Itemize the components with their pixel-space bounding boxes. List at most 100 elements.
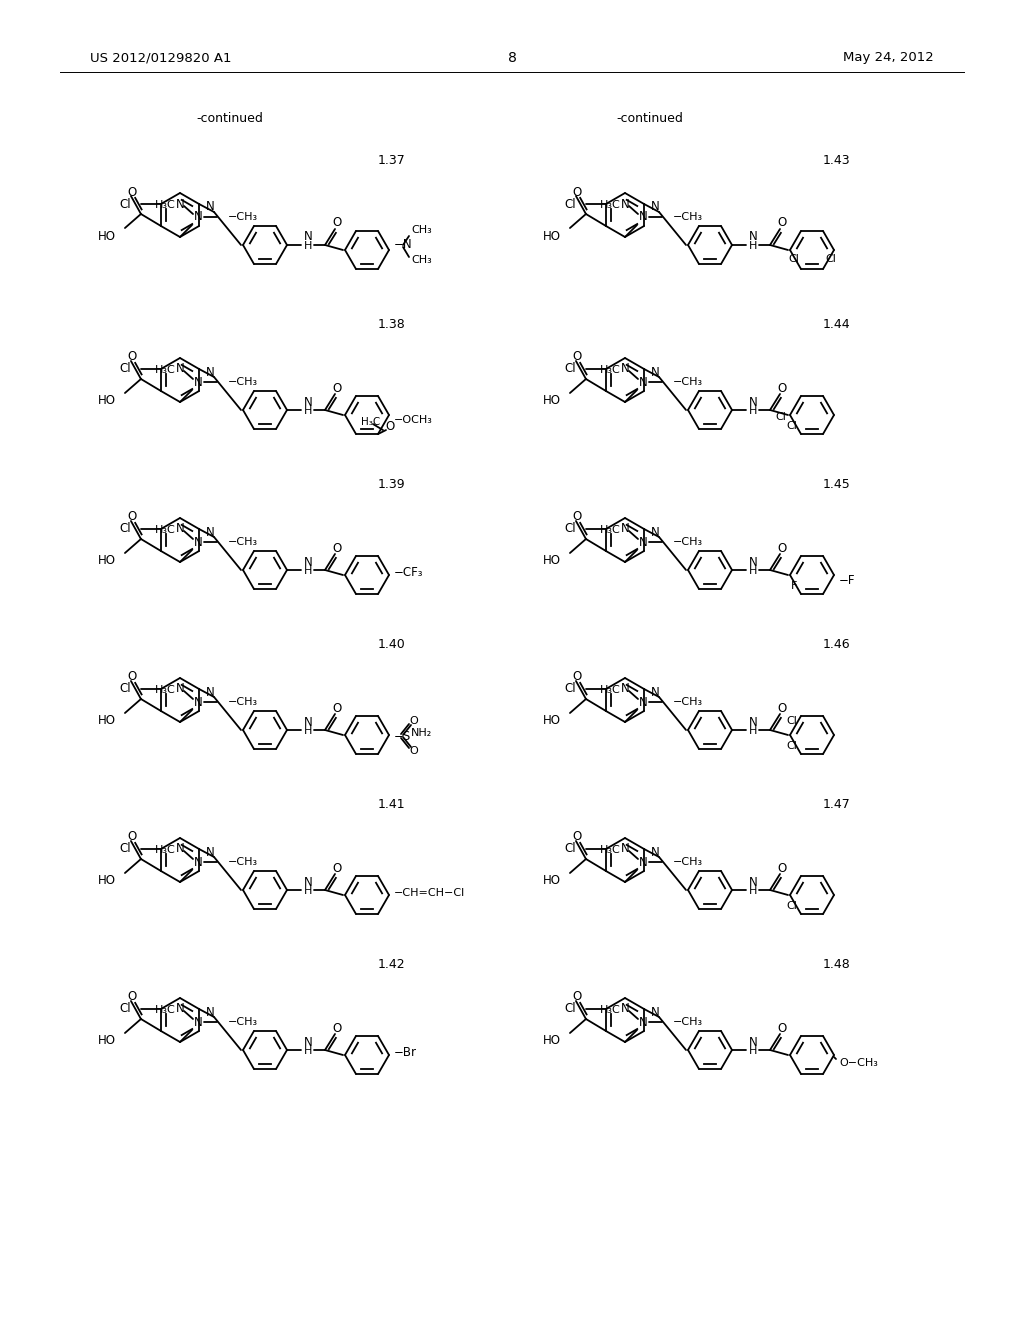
Text: H: H bbox=[304, 886, 312, 896]
Text: Cl: Cl bbox=[786, 715, 797, 726]
Text: N: N bbox=[194, 210, 203, 223]
Text: -continued: -continued bbox=[616, 111, 683, 124]
Text: N: N bbox=[206, 525, 214, 539]
Text: N: N bbox=[206, 846, 214, 858]
Text: −CH₃: −CH₃ bbox=[673, 378, 703, 387]
Text: H: H bbox=[304, 407, 312, 416]
Text: O: O bbox=[127, 990, 136, 1003]
Text: −CH₃: −CH₃ bbox=[228, 1016, 258, 1027]
Text: O: O bbox=[777, 1022, 786, 1035]
Text: 8: 8 bbox=[508, 51, 516, 65]
Text: O: O bbox=[572, 671, 582, 684]
Text: H: H bbox=[749, 726, 757, 737]
Text: H₃C: H₃C bbox=[360, 417, 380, 428]
Text: −CH₃: −CH₃ bbox=[673, 537, 703, 546]
Text: HO: HO bbox=[98, 874, 116, 887]
Text: −CH₃: −CH₃ bbox=[673, 857, 703, 867]
Text: N: N bbox=[639, 536, 647, 549]
Text: −CH₃: −CH₃ bbox=[673, 1016, 703, 1027]
Text: H₃C: H₃C bbox=[156, 366, 176, 375]
Text: H₃C: H₃C bbox=[600, 845, 621, 855]
Text: O: O bbox=[572, 830, 582, 843]
Text: O: O bbox=[777, 381, 786, 395]
Text: O: O bbox=[333, 862, 342, 874]
Text: Cl: Cl bbox=[120, 363, 131, 375]
Text: N: N bbox=[304, 396, 312, 408]
Text: N: N bbox=[194, 855, 203, 869]
Text: Cl: Cl bbox=[786, 421, 797, 432]
Text: O: O bbox=[333, 216, 342, 230]
Text: -continued: -continued bbox=[197, 111, 263, 124]
Text: N: N bbox=[621, 842, 630, 855]
Text: N: N bbox=[176, 682, 184, 696]
Text: O: O bbox=[410, 746, 419, 756]
Text: H: H bbox=[304, 242, 312, 251]
Text: N: N bbox=[749, 875, 758, 888]
Text: N: N bbox=[650, 1006, 659, 1019]
Text: 1.37: 1.37 bbox=[377, 153, 406, 166]
Text: O: O bbox=[777, 216, 786, 230]
Text: CH₃: CH₃ bbox=[411, 224, 432, 235]
Text: O: O bbox=[333, 701, 342, 714]
Text: HO: HO bbox=[543, 874, 561, 887]
Text: 1.40: 1.40 bbox=[377, 639, 406, 652]
Text: N: N bbox=[194, 696, 203, 709]
Text: 1.45: 1.45 bbox=[822, 479, 850, 491]
Text: −CH₃: −CH₃ bbox=[228, 857, 258, 867]
Text: CH₃: CH₃ bbox=[411, 255, 432, 265]
Text: 1.44: 1.44 bbox=[822, 318, 850, 331]
Text: O: O bbox=[127, 671, 136, 684]
Text: N: N bbox=[639, 1015, 647, 1028]
Text: N: N bbox=[304, 1035, 312, 1048]
Text: Cl: Cl bbox=[120, 682, 131, 696]
Text: N: N bbox=[650, 685, 659, 698]
Text: N: N bbox=[639, 375, 647, 388]
Text: Cl: Cl bbox=[564, 682, 575, 696]
Text: 1.46: 1.46 bbox=[822, 639, 850, 652]
Text: Cl: Cl bbox=[564, 523, 575, 536]
Text: H: H bbox=[749, 886, 757, 896]
Text: N: N bbox=[749, 1035, 758, 1048]
Text: N: N bbox=[639, 210, 647, 223]
Text: N: N bbox=[621, 198, 630, 210]
Text: H₃C: H₃C bbox=[156, 685, 176, 696]
Text: H: H bbox=[304, 566, 312, 576]
Text: Cl: Cl bbox=[786, 741, 797, 751]
Text: O: O bbox=[333, 1022, 342, 1035]
Text: N: N bbox=[650, 366, 659, 379]
Text: N: N bbox=[749, 231, 758, 243]
Text: 1.42: 1.42 bbox=[378, 958, 406, 972]
Text: 1.39: 1.39 bbox=[378, 479, 406, 491]
Text: O: O bbox=[127, 511, 136, 524]
Text: −CH₃: −CH₃ bbox=[228, 213, 258, 222]
Text: −CH₃: −CH₃ bbox=[673, 697, 703, 708]
Text: N: N bbox=[304, 715, 312, 729]
Text: HO: HO bbox=[98, 554, 116, 568]
Text: Cl: Cl bbox=[775, 412, 786, 422]
Text: −OCH₃: −OCH₃ bbox=[394, 414, 433, 425]
Text: Cl: Cl bbox=[788, 253, 799, 264]
Text: 1.47: 1.47 bbox=[822, 799, 850, 812]
Text: O: O bbox=[572, 186, 582, 198]
Text: Cl: Cl bbox=[120, 523, 131, 536]
Text: HO: HO bbox=[543, 554, 561, 568]
Text: N: N bbox=[621, 682, 630, 696]
Text: −CF₃: −CF₃ bbox=[394, 566, 424, 579]
Text: N: N bbox=[304, 231, 312, 243]
Text: N: N bbox=[206, 201, 214, 214]
Text: N: N bbox=[749, 556, 758, 569]
Text: O: O bbox=[333, 381, 342, 395]
Text: HO: HO bbox=[543, 1035, 561, 1048]
Text: H: H bbox=[749, 242, 757, 251]
Text: N: N bbox=[304, 556, 312, 569]
Text: H: H bbox=[749, 1045, 757, 1056]
Text: HO: HO bbox=[98, 714, 116, 727]
Text: Cl: Cl bbox=[564, 198, 575, 210]
Text: −CH=CH−Cl: −CH=CH−Cl bbox=[394, 888, 465, 898]
Text: Cl: Cl bbox=[120, 1002, 131, 1015]
Text: N: N bbox=[176, 842, 184, 855]
Text: O−CH₃: O−CH₃ bbox=[839, 1059, 878, 1068]
Text: H₃C: H₃C bbox=[600, 201, 621, 210]
Text: −F: −F bbox=[839, 573, 855, 586]
Text: N: N bbox=[176, 1002, 184, 1015]
